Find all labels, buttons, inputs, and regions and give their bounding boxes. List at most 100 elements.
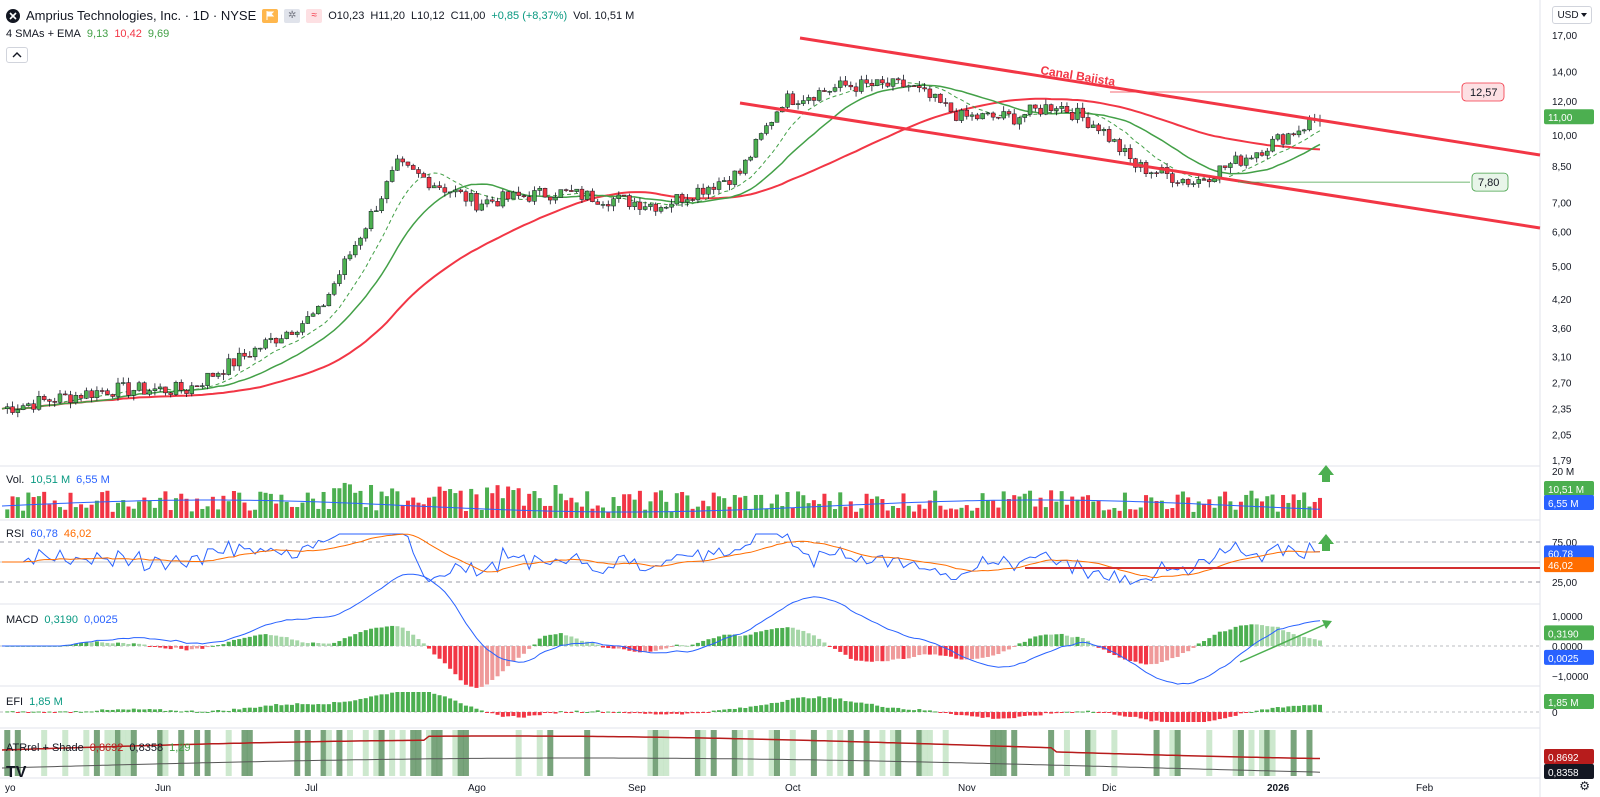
time-axis-tick: Sep bbox=[628, 783, 646, 794]
candle-body bbox=[337, 274, 342, 284]
candle-body bbox=[84, 390, 89, 399]
macd-hist-bar bbox=[680, 645, 685, 647]
macd-hist-bar bbox=[231, 639, 236, 646]
volume-bar bbox=[664, 501, 669, 518]
macd-hist-bar bbox=[147, 646, 152, 647]
macd-hist-bar bbox=[284, 637, 289, 646]
snowflake-icon[interactable]: ✲ bbox=[284, 8, 301, 23]
symbol-title[interactable]: Amprius Technologies, Inc. · 1D · NYSE bbox=[26, 8, 257, 23]
macd-hist-bar bbox=[564, 635, 569, 646]
settings-gear-icon[interactable]: ⚙ bbox=[1579, 779, 1590, 793]
efi-bar bbox=[1096, 712, 1101, 713]
macd-hist-bar bbox=[400, 627, 405, 646]
atr-shade-bar bbox=[83, 730, 90, 776]
volume-bar bbox=[548, 505, 553, 518]
efi-value: 1,85 M bbox=[29, 696, 63, 708]
macd-axis-tick: 1,0000 bbox=[1552, 612, 1583, 623]
macd-hist-bar bbox=[274, 635, 279, 646]
macd-hist-bar bbox=[1006, 646, 1011, 650]
macd-hist-bar bbox=[437, 646, 442, 659]
macd-legend[interactable]: MACD 0,3190 0,0025 bbox=[6, 614, 118, 626]
candle-body bbox=[1022, 114, 1028, 118]
efi-bar bbox=[606, 711, 611, 713]
candle-body bbox=[637, 201, 643, 210]
volume-bar bbox=[1107, 509, 1112, 518]
macd-hist-bar bbox=[695, 642, 700, 646]
volume-bar bbox=[643, 509, 648, 518]
chevron-down-icon bbox=[1580, 13, 1587, 17]
macd-hist-bar bbox=[168, 646, 173, 650]
sma-value-3: 9,69 bbox=[147, 28, 170, 40]
volume-bar bbox=[469, 488, 474, 518]
candle-body bbox=[1017, 117, 1022, 125]
efi-tag-box bbox=[1544, 694, 1594, 709]
symbol-logo-icon[interactable] bbox=[6, 8, 20, 23]
atr-shade-bar bbox=[157, 730, 164, 776]
approx-icon[interactable]: ≈ bbox=[306, 8, 323, 23]
macd-hist-bar bbox=[764, 629, 769, 646]
atr-legend[interactable]: ATRrel + Shade 0,8692 0,8358 1,29 bbox=[6, 742, 191, 754]
efi-bar bbox=[669, 712, 674, 714]
atr-shade-bar bbox=[178, 730, 185, 776]
candle-body bbox=[521, 195, 527, 197]
macd-hist-bar bbox=[838, 646, 843, 652]
macd-hist-bar bbox=[859, 646, 864, 661]
currency-selector[interactable]: USD bbox=[1552, 6, 1592, 24]
efi-bar bbox=[875, 705, 880, 712]
atr-shade-bar bbox=[14, 730, 21, 776]
candle-body bbox=[764, 125, 769, 134]
candle-body bbox=[1265, 150, 1270, 156]
volume-legend[interactable]: Vol. 10,51 M 6,55 M bbox=[6, 474, 110, 486]
macd-hist-bar bbox=[569, 636, 574, 646]
rsi-legend[interactable]: RSI 60,78 46,02 bbox=[6, 528, 91, 540]
macd-tag-box bbox=[1544, 625, 1594, 641]
macd-hist-bar bbox=[906, 646, 911, 659]
atr-tag-2: 0,8358 bbox=[1548, 768, 1579, 779]
volume-bar bbox=[1228, 501, 1233, 518]
macd-hist-bar bbox=[300, 642, 305, 646]
macd-hist-bar bbox=[173, 646, 178, 648]
tradingview-logo-icon: TV bbox=[6, 764, 27, 781]
volume-bar bbox=[1028, 490, 1033, 518]
volume-bar bbox=[564, 500, 569, 518]
macd-hist-bar bbox=[790, 627, 795, 646]
candle-body bbox=[1254, 152, 1259, 159]
macd-hist-bar bbox=[543, 635, 548, 646]
efi-bar bbox=[706, 712, 711, 713]
efi-legend[interactable]: EFI 1,85 M bbox=[6, 696, 63, 708]
macd-hist-bar bbox=[553, 634, 558, 646]
efi-bar bbox=[1154, 712, 1159, 721]
efi-bar bbox=[685, 712, 690, 714]
efi-bar bbox=[716, 710, 721, 712]
efi-bar bbox=[811, 698, 816, 712]
efi-bar bbox=[68, 712, 73, 713]
candle-body bbox=[1059, 106, 1064, 109]
collapse-legend-button[interactable] bbox=[6, 47, 28, 63]
candle-body bbox=[943, 102, 948, 104]
efi-bar bbox=[616, 711, 621, 713]
price-axis-tick: 17,00 bbox=[1552, 31, 1577, 42]
macd-hist-bar bbox=[801, 630, 806, 646]
rsi-value: 60,78 bbox=[30, 528, 58, 540]
efi-bar bbox=[100, 709, 105, 712]
sma-legend[interactable]: 4 SMAs + EMA 9,13 10,42 9,69 bbox=[6, 28, 169, 40]
candle-body bbox=[722, 180, 727, 182]
volume-bar bbox=[1128, 509, 1133, 518]
macd-hist-bar bbox=[1138, 646, 1143, 664]
efi-bar bbox=[1133, 712, 1138, 717]
efi-bar bbox=[1217, 712, 1222, 720]
volume-bar bbox=[36, 496, 41, 518]
efi-bar bbox=[590, 711, 595, 713]
candle-body bbox=[980, 113, 985, 120]
candle-body bbox=[36, 396, 42, 410]
atr-shade-bar bbox=[389, 730, 396, 776]
atr-shade-bar bbox=[62, 730, 69, 776]
efi-bar bbox=[263, 705, 268, 712]
volume-bar bbox=[1318, 497, 1322, 518]
volume-bar bbox=[15, 497, 20, 518]
volume-bar bbox=[796, 491, 801, 518]
efi-bar bbox=[595, 710, 600, 712]
flag-icon[interactable] bbox=[262, 8, 279, 23]
